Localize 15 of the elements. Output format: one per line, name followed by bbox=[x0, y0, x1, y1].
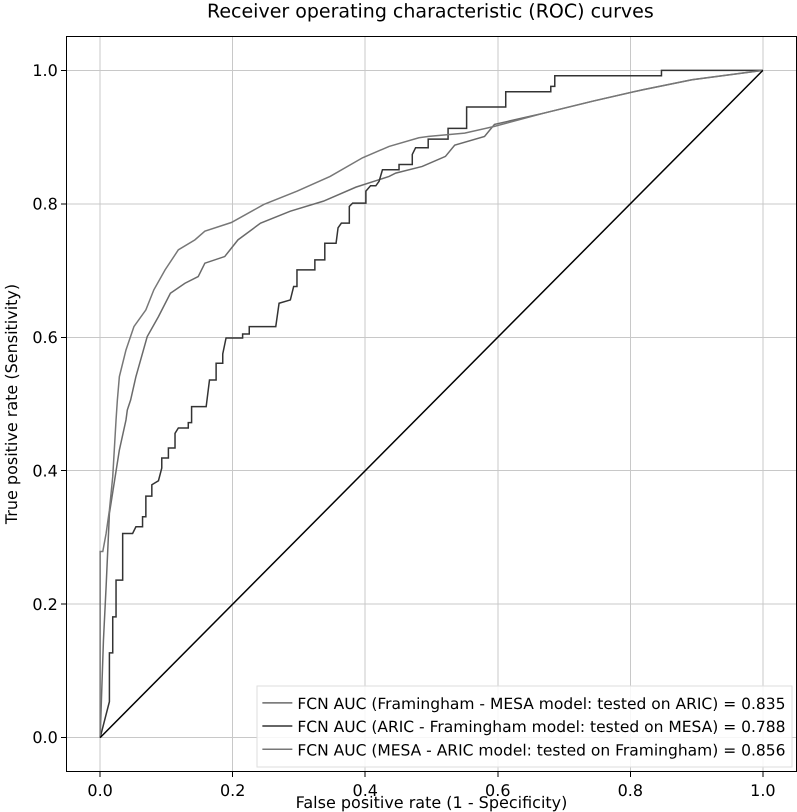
y-tick-label: 0.6 bbox=[32, 328, 58, 347]
x-tick-label: 0.8 bbox=[618, 781, 644, 800]
y-tick-label: 0.4 bbox=[32, 461, 58, 480]
legend-label: FCN AUC (MESA - ARIC model: tested on Framingham) = 0.856 bbox=[297, 741, 786, 760]
legend-label: FCN AUC (ARIC - Framingham model: tested on MESA) = 0.788 bbox=[297, 718, 786, 736]
chart-title: Receiver operating characteristic (ROC) curves bbox=[207, 0, 654, 22]
y-tick-label: 0.0 bbox=[32, 728, 58, 748]
y-tick-label: 1.0 bbox=[32, 60, 58, 80]
legend-label: FCN AUC (Framingham - MESA model: tested on ARIC) = 0.835 bbox=[297, 694, 786, 713]
y-axis-title: True positive rate (Sensitivity) bbox=[2, 284, 22, 526]
y-tick-label: 0.2 bbox=[32, 594, 58, 614]
x-tick-label: 0.2 bbox=[220, 781, 246, 800]
x-tick-label: 0.0 bbox=[87, 781, 113, 800]
y-tick-label: 0.8 bbox=[32, 194, 58, 214]
x-tick-label: 1.0 bbox=[750, 781, 776, 800]
